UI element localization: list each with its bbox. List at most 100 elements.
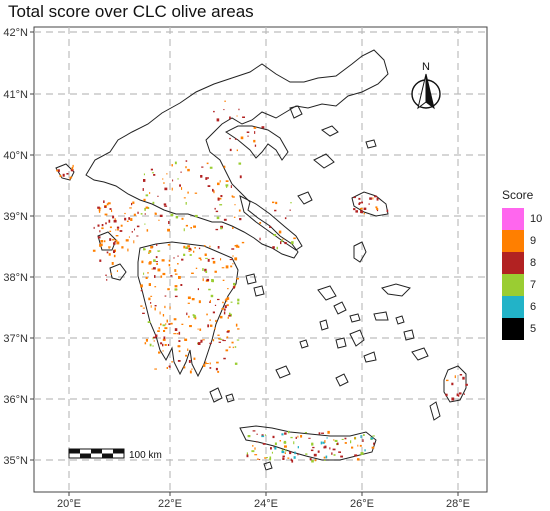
olive-area-patch	[227, 316, 229, 319]
olive-area-patch	[323, 456, 326, 459]
y-tick-label: 36°N	[3, 394, 28, 406]
olive-area-patch	[136, 225, 140, 228]
olive-area-patch	[120, 224, 123, 227]
olive-area-patch	[273, 234, 277, 237]
olive-area-patch	[216, 216, 220, 220]
olive-area-patch	[354, 454, 358, 457]
olive-area-patch	[153, 174, 156, 176]
olive-area-patch	[170, 322, 173, 325]
naxos-outline	[349, 329, 365, 347]
olive-area-patch	[113, 242, 116, 245]
olive-area-patch	[191, 368, 193, 370]
olive-area-patch	[376, 209, 379, 212]
olive-area-patch	[372, 197, 374, 200]
olive-area-patch	[153, 336, 156, 339]
olive-area-patch	[174, 269, 177, 272]
olive-area-patch	[152, 267, 156, 270]
olive-area-patch	[459, 392, 462, 395]
olive-area-patch	[167, 244, 171, 246]
olive-area-patch	[181, 258, 184, 261]
olive-area-patch	[227, 288, 229, 290]
olive-area-patch	[293, 456, 296, 459]
olive-area-patch	[189, 325, 192, 328]
kefalonia-outline	[97, 231, 117, 251]
olive-area-patch	[152, 201, 155, 204]
olive-area-patch	[209, 166, 213, 169]
olive-area-patch	[220, 195, 223, 198]
olive-area-patch	[152, 345, 154, 347]
olive-area-patch	[324, 445, 327, 449]
olive-area-patch	[171, 361, 173, 363]
olive-area-patch	[204, 245, 206, 247]
olive-area-patch	[178, 350, 181, 353]
syros-outline	[319, 319, 329, 331]
olive-area-patch	[193, 357, 196, 360]
olive-area-patch	[254, 454, 258, 456]
olive-area-patch	[116, 241, 120, 245]
olive-area-patch	[111, 209, 113, 213]
olive-area-patch	[105, 274, 107, 276]
olive-area-patch	[140, 213, 143, 215]
map-title: Total score over CLC olive areas	[8, 2, 254, 21]
olive-area-patch	[322, 441, 325, 444]
olive-area-patch	[220, 258, 222, 261]
olive-area-patch	[217, 197, 220, 201]
olive-area-patch	[173, 318, 177, 321]
olive-area-patch	[187, 245, 190, 248]
olive-area-patch	[161, 259, 165, 262]
olive-area-patch	[181, 187, 183, 190]
olive-area-patch	[223, 357, 226, 360]
olive-area-patch	[254, 131, 256, 134]
olive-area-patch	[318, 432, 321, 435]
olive-area-patch	[213, 110, 215, 113]
olive-area-patch	[233, 216, 236, 218]
olive-area-patch	[247, 135, 249, 137]
olive-area-patch	[281, 433, 284, 436]
olive-area-patch	[174, 295, 178, 298]
legend-label: 9	[530, 235, 537, 247]
olive-area-patch	[148, 250, 152, 253]
olive-area-patch	[207, 258, 210, 262]
olive-area-patch	[269, 226, 272, 228]
olive-area-patch	[231, 341, 234, 344]
olive-area-patch	[99, 230, 101, 233]
olive-area-patch	[69, 177, 71, 180]
olive-area-patch	[189, 370, 192, 374]
olive-area-patch	[155, 334, 158, 338]
olive-area-patch	[121, 246, 124, 249]
olive-area-patch	[165, 323, 167, 325]
olive-area-patch	[297, 453, 299, 456]
olive-area-patch	[283, 440, 287, 444]
olive-area-patch	[177, 263, 179, 265]
olive-area-patch	[201, 166, 204, 168]
olive-area-patch	[208, 288, 211, 291]
olive-area-patch	[72, 164, 74, 168]
olive-area-patch	[234, 204, 236, 206]
olive-area-patch	[353, 196, 356, 199]
olive-area-patch	[321, 432, 324, 434]
olive-area-patch	[223, 218, 227, 221]
olive-area-patch	[148, 283, 151, 286]
olive-area-patch	[215, 210, 219, 213]
amorgos-outline	[363, 351, 377, 363]
olive-area-patch	[149, 261, 152, 264]
olive-area-patch	[295, 436, 297, 439]
olive-area-patch	[143, 248, 146, 251]
olive-area-patch	[108, 246, 110, 249]
olive-area-patch	[112, 215, 115, 219]
olive-area-patch	[170, 275, 173, 277]
olive-area-patch	[173, 333, 177, 335]
olive-area-patch	[145, 206, 149, 209]
olive-area-patch	[188, 250, 191, 252]
olive-area-patch	[373, 442, 375, 445]
x-tick-label: 20°E	[57, 498, 81, 510]
olive-area-patch	[155, 212, 157, 215]
olive-area-patch	[311, 442, 314, 446]
olive-area-patch	[232, 346, 234, 349]
olive-area-patch	[106, 203, 109, 206]
olive-area-patch	[206, 363, 209, 364]
olive-area-patch	[195, 267, 198, 269]
small-island-outline	[263, 461, 273, 471]
olive-area-patch	[148, 252, 150, 254]
olive-area-patch	[171, 187, 173, 191]
